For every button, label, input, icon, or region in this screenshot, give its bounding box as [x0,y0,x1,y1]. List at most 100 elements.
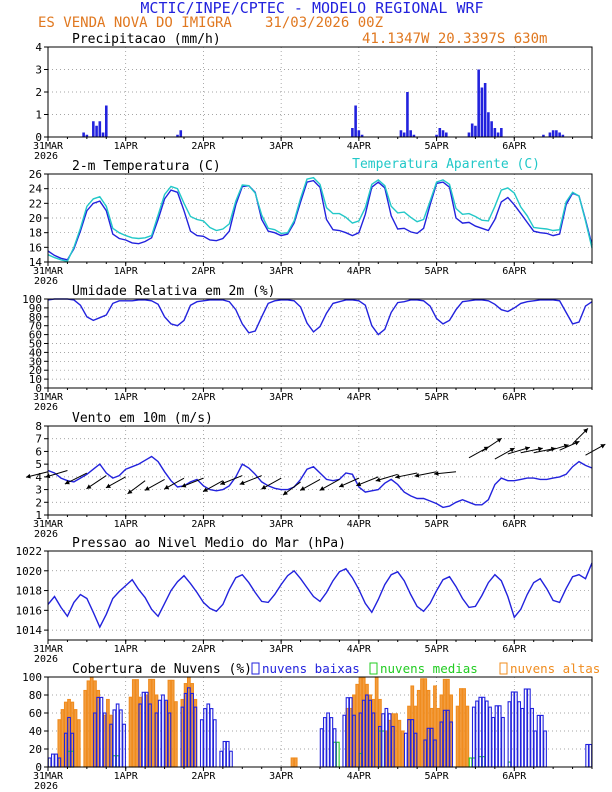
precip-bar [496,132,500,137]
cloud-bar-nuvens-altas [374,676,379,768]
y-tick-label: 26 [29,168,42,181]
wind-arrowhead [375,477,381,482]
precip-bar [92,121,95,137]
x-tick-label: 4APR [347,266,372,277]
precip-bar [399,130,403,137]
wind-arrowhead [203,487,209,492]
x-tick-label: 6APR [502,141,527,152]
cloud-bar-nuvens-altas [89,676,94,768]
y-tick-label: 18 [29,227,42,240]
wind-arrowhead [319,486,325,491]
wind-arrowhead [300,486,306,491]
series-line-2-m-Temperatura [47,179,593,261]
x-tick-label: 5APR [425,141,450,152]
y-tick-label: 20 [29,743,42,756]
wind-arrowhead [434,471,439,476]
wind-arrowhead [164,484,170,490]
cloud-bar-nuvens-baixas [501,716,505,768]
series-line-Pressao [47,562,593,629]
precip-bar [470,123,474,137]
precip-bar [82,132,85,137]
wind-arrowhead [105,483,111,488]
wind-arrowhead [261,484,267,490]
precip-bar [85,134,89,137]
cloud-bar-nuvens-altas [465,705,470,768]
cloud-bar-nuvens-altas [106,698,110,768]
x-tick-label: 3APR [269,519,294,530]
series-line-Umidade-Relativa [47,298,593,336]
cloud-bar-nuvens-altas [131,679,136,768]
x-tick-label: 6APR [502,644,527,655]
x-tick-sublabel: 2026 [34,276,58,287]
x-tick-label: 3APR [269,392,294,403]
y-tick-label: 2 [35,496,42,509]
y-tick-label: 1014 [16,624,43,637]
wind-arrowhead [524,446,530,451]
y-tick-label: 60 [29,707,42,720]
cloud-bar-nuvens-baixas [219,750,224,768]
precip-bar [490,121,493,137]
panel-title: 2-m Temperatura (C) [72,159,221,174]
cloud-bar-nuvens-baixas [585,743,590,768]
y-tick-label: 40 [29,725,42,738]
panel-title: Cobertura de Nuvens (%) [72,662,252,677]
precip-bar [438,128,442,137]
x-tick-label: 31MAR [33,141,64,152]
y-tick-label: 0 [35,382,42,395]
x-tick-label: 5APR [425,519,450,530]
cloud-bar-nuvens-baixas [403,732,408,768]
legend-swatch [251,662,260,675]
y-tick-label: 80 [29,311,42,324]
cloud-bar-nuvens-baixas [118,709,123,768]
cloud-bar-nuvens-baixas [488,706,492,768]
cloud-bar-nuvens-baixas [510,691,515,768]
cloud-bar-nuvens-altas [73,709,78,768]
cloud-bar-nuvens-baixas [209,708,214,768]
panel-title: Pressao ao Nivel Medio do Mar (hPa) [72,536,346,551]
cloud-bar-nuvens-baixas [520,707,525,768]
precip-bar [179,130,183,137]
x-tick-label: 1APR [114,392,139,403]
y-tick-label: 0 [35,761,42,774]
header-location: ES VENDA NOVA DO IMIGRA [38,15,232,31]
x-tick-label: 31MAR [33,644,64,655]
y-tick-label: 6 [35,445,42,458]
precip-bar [98,121,102,137]
x-tick-label: 1APR [114,644,139,655]
precip-bar [500,128,503,137]
precip-bar [101,132,105,137]
x-tick-label: 2APR [191,141,216,152]
precip-bar [555,130,558,137]
cloud-bar-nuvens-baixas [47,757,52,768]
precip-bar [357,130,361,137]
wind-arrowhead [600,444,606,449]
wind-arrowhead [220,480,226,485]
precip-bar [354,105,357,137]
cloud-bar-nuvens-altas [151,678,156,768]
cloud-bar-nuvens-baixas [322,717,327,768]
cloud-bar-nuvens-altas [458,688,463,768]
precip-bar [406,92,409,137]
cloud-bar-nuvens-baixas [206,703,211,768]
x-tick-sublabel: 2026 [34,402,58,413]
precip-bar [551,130,555,137]
cloud-bar-nuvens-baixas [212,719,217,768]
cloud-bar-nuvens-baixas [161,694,165,768]
wind-arrowhead [583,428,588,434]
x-tick-label: 4APR [347,392,372,403]
cloud-bar-nuvens-baixas [342,714,347,768]
wind-arrowhead [144,486,150,491]
x-tick-label: 3APR [269,266,294,277]
cloud-bar-nuvens-altas [174,701,178,768]
cloud-bar-nuvens-altas [83,689,88,768]
series-line-Temperatura-Aparente [47,176,593,263]
wind-arrowhead [509,448,515,453]
cloud-bar-nuvens-baixas [222,740,227,768]
cloud-bar-nuvens-baixas [199,719,204,768]
x-tick-label: 31MAR [33,266,64,277]
panel-title: Vento em 10m (m/s) [72,411,213,426]
y-tick-label: 3 [35,484,42,497]
